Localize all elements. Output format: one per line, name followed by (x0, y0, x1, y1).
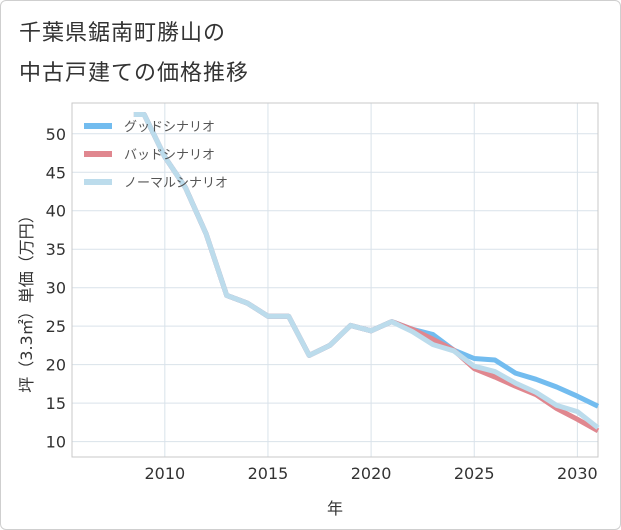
plot-area (71, 102, 599, 458)
legend-label: グッドシナリオ (124, 120, 215, 135)
y-tick-label: 10 (46, 433, 66, 452)
chart-title-line2: 中古戸建ての価格推移 (19, 61, 250, 86)
x-tick-label: 2030 (557, 464, 598, 483)
x-axis-label: 年 (327, 499, 343, 518)
y-tick-label: 25 (46, 317, 66, 336)
series-lines (133, 112, 600, 433)
x-tick-labels: 2010 2015 2020 2025 2030 (144, 464, 597, 483)
legend-label: バッドシナリオ (124, 148, 215, 163)
legend-label: ノーマルシナリオ (124, 176, 228, 191)
y-tick-labels: 10 15 20 25 30 35 40 45 50 (46, 125, 66, 452)
grid-lines (72, 103, 598, 457)
y-tick-label: 30 (46, 279, 66, 298)
series-line-normal (133, 112, 600, 430)
x-tick-label: 2010 (144, 464, 185, 483)
x-tick-label: 2020 (351, 464, 392, 483)
y-tick-label: 50 (46, 125, 66, 144)
y-tick-label: 20 (46, 356, 66, 375)
x-tick-label: 2015 (248, 464, 289, 483)
chart-title-line1: 千葉県鋸南町勝山の (19, 21, 227, 46)
y-tick-label: 40 (46, 202, 66, 221)
x-tick-label: 2025 (454, 464, 495, 483)
y-axis-label: 坪（3.3㎡）単価（万円） (17, 207, 36, 392)
y-tick-label: 15 (46, 394, 66, 413)
y-tick-label: 35 (46, 240, 66, 259)
y-tick-label: 45 (46, 163, 66, 182)
